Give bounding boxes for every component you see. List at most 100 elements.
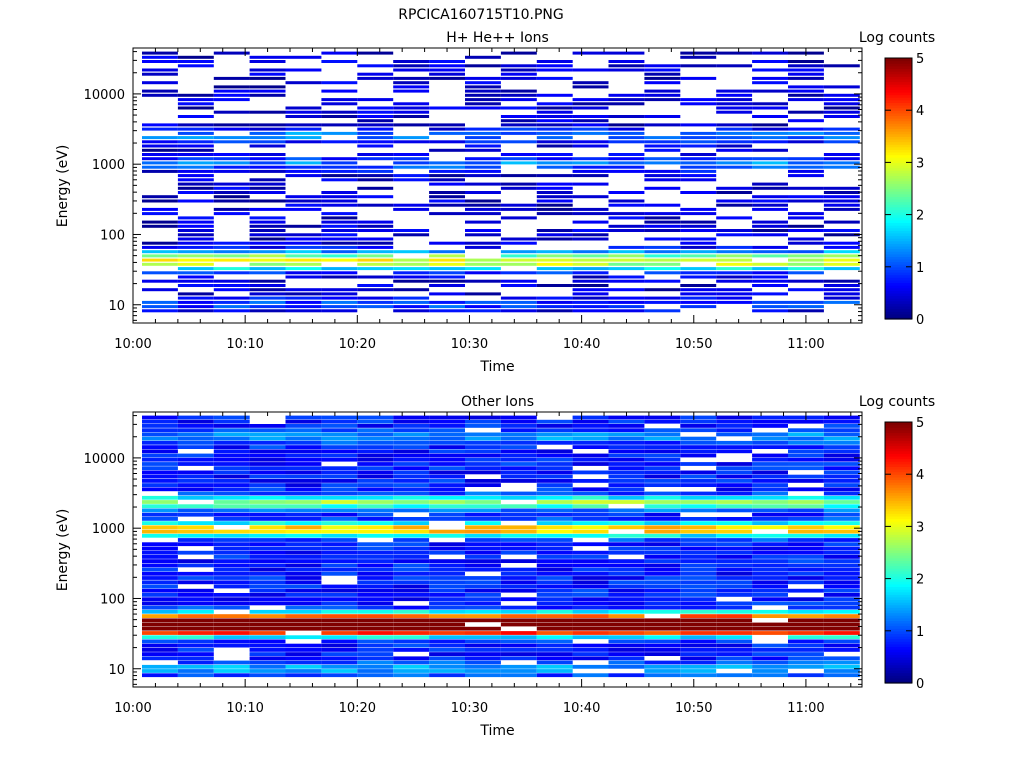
colorbar-swatch [885, 180, 912, 184]
heatmap-cell [393, 123, 430, 127]
heatmap-cell [357, 597, 394, 602]
y-tick-label: 100 [100, 592, 125, 607]
heatmap-cell [823, 495, 860, 500]
heatmap-cell [500, 203, 537, 207]
heatmap-cell [608, 250, 645, 254]
heatmap-cell [249, 491, 286, 496]
heatmap-cell [572, 174, 609, 178]
heatmap-cell [572, 81, 609, 85]
heatmap-cell [644, 660, 681, 665]
heatmap-cell [321, 233, 358, 237]
heatmap-cell [823, 597, 860, 602]
heatmap-cell [285, 521, 322, 525]
heatmap-cell [500, 538, 537, 542]
heatmap-cell [644, 508, 681, 513]
colorbar-swatch [885, 500, 912, 504]
heatmap-cell [249, 517, 286, 521]
heatmap-cell [429, 673, 465, 678]
heatmap-cell [357, 305, 394, 309]
heatmap-cell [321, 635, 358, 640]
heatmap-cell [644, 81, 681, 85]
heatmap-cell [429, 605, 465, 610]
heatmap-cell [285, 245, 322, 249]
heatmap-cell [823, 254, 860, 258]
heatmap-cell [357, 115, 394, 118]
heatmap-cell [572, 419, 609, 424]
heatmap-cell [680, 123, 717, 127]
heatmap-cell [393, 419, 430, 424]
heatmap-cell [680, 449, 717, 454]
heatmap-cell [644, 491, 681, 496]
heatmap-cell [393, 136, 430, 140]
heatmap-cell [572, 652, 609, 656]
heatmap-cell [249, 555, 286, 559]
heatmap-cell [536, 140, 573, 144]
heatmap-cell [500, 550, 537, 555]
heatmap-cell [608, 588, 645, 593]
heatmap-cell [823, 140, 860, 144]
heatmap-cell [249, 131, 286, 135]
heatmap-cell [644, 567, 681, 572]
heatmap-cell [680, 664, 717, 669]
heatmap-cell [213, 487, 250, 492]
heatmap-cell [716, 424, 753, 428]
heatmap-cell [572, 432, 609, 437]
heatmap-cell [321, 508, 358, 513]
colorbar-swatch [885, 159, 912, 163]
heatmap-cell [321, 178, 358, 182]
heatmap-cell [465, 479, 501, 483]
heatmap-cell [823, 533, 860, 538]
heatmap-cell [429, 309, 465, 313]
heatmap-cell [680, 559, 717, 563]
heatmap-cell [429, 669, 465, 673]
heatmap-cell [716, 428, 753, 433]
heatmap-cell [249, 580, 286, 585]
colorbar-swatch [885, 227, 912, 231]
heatmap-cell [321, 521, 358, 525]
heatmap-cell [249, 440, 286, 445]
heatmap-cell [249, 279, 286, 283]
colorbar-swatch [885, 539, 912, 543]
heatmap-cell [357, 449, 394, 454]
heatmap-cell [644, 457, 681, 462]
heatmap-cell [716, 656, 753, 661]
heatmap-cell [500, 609, 537, 614]
heatmap-cell [644, 300, 681, 304]
heatmap-cell [213, 631, 250, 635]
heatmap-cell [321, 115, 358, 118]
heatmap-cell [752, 81, 788, 85]
heatmap-cell [429, 254, 465, 258]
heatmap-cell [680, 656, 717, 661]
heatmap-cell [465, 614, 501, 618]
heatmap-cell [500, 254, 537, 258]
heatmap-cell [465, 631, 501, 635]
colorbar-swatch [885, 285, 912, 289]
colorbar-swatch [885, 573, 912, 577]
heatmap-cell [249, 500, 286, 504]
y-tick-label: 1000 [92, 522, 125, 537]
colorbar-swatch [885, 104, 912, 109]
heatmap-cell [249, 626, 286, 631]
colorbar-swatch [885, 568, 912, 572]
colorbar-swatch [885, 570, 912, 574]
heatmap-cell [536, 648, 573, 652]
heatmap-cell [465, 144, 501, 148]
heatmap-cell [177, 648, 214, 652]
heatmap-cell [788, 157, 824, 161]
heatmap-cell [249, 245, 286, 249]
heatmap-cell [249, 664, 286, 669]
colorbar-swatch [885, 476, 912, 481]
heatmap-cell [177, 597, 214, 602]
heatmap-cell [752, 182, 788, 186]
heatmap-cell [249, 614, 286, 618]
heatmap-cell [823, 673, 860, 678]
heatmap-cell [823, 229, 860, 232]
heatmap-cell [680, 267, 717, 271]
heatmap-cell [788, 140, 824, 144]
colorbar-swatch [885, 502, 912, 507]
heatmap-cell [213, 508, 250, 513]
heatmap-cell [823, 555, 860, 559]
heatmap-cell [142, 470, 178, 475]
heatmap-cell [429, 440, 465, 445]
heatmap-cell [788, 546, 824, 551]
